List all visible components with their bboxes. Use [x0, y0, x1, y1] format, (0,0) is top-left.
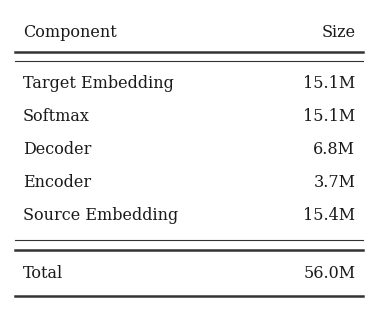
- Text: 6.8M: 6.8M: [313, 141, 355, 158]
- Text: 3.7M: 3.7M: [313, 174, 355, 191]
- Text: 56.0M: 56.0M: [303, 265, 355, 282]
- Text: Decoder: Decoder: [23, 141, 91, 158]
- Text: Encoder: Encoder: [23, 174, 91, 191]
- Text: Target Embedding: Target Embedding: [23, 75, 174, 92]
- Text: Size: Size: [321, 24, 355, 41]
- Text: Softmax: Softmax: [23, 108, 90, 125]
- Text: Total: Total: [23, 265, 63, 282]
- Text: 15.1M: 15.1M: [303, 108, 355, 125]
- Text: Component: Component: [23, 24, 116, 41]
- Text: 15.4M: 15.4M: [303, 207, 355, 224]
- Text: 15.1M: 15.1M: [303, 75, 355, 92]
- Text: Source Embedding: Source Embedding: [23, 207, 178, 224]
